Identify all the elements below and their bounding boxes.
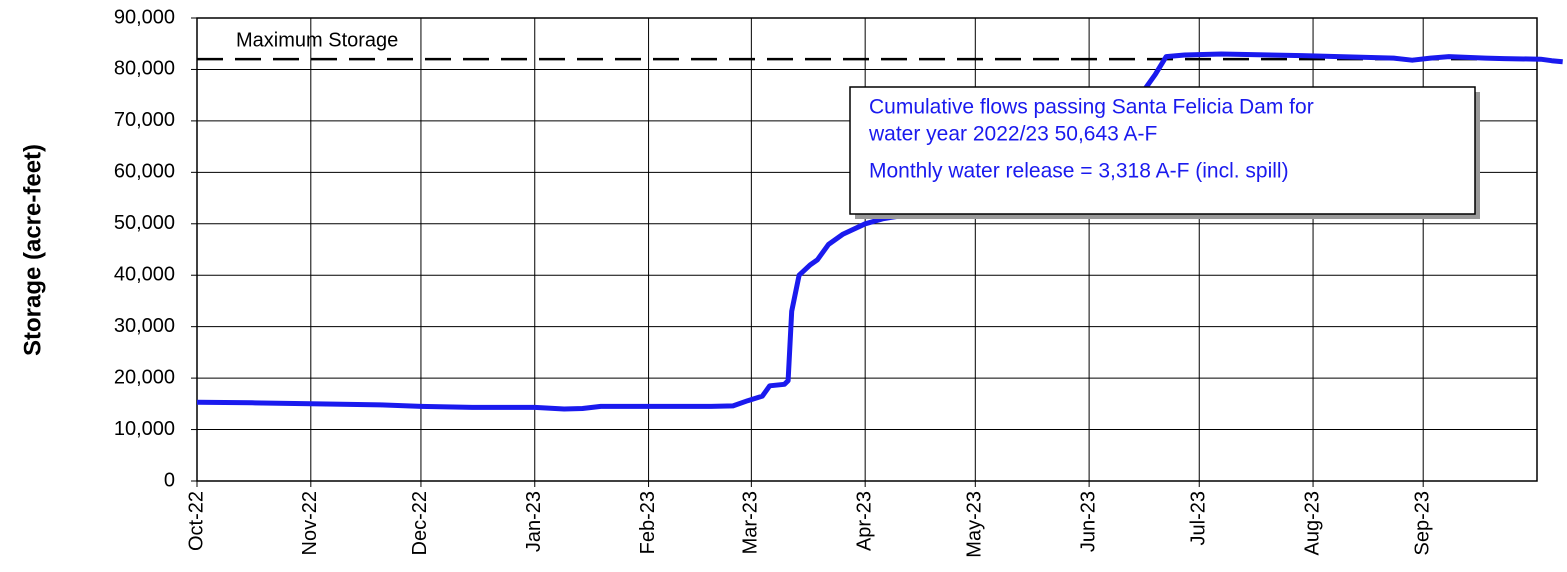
- y-axis-label: Storage (acre-feet): [19, 144, 46, 356]
- y-tick-label: 10,000: [114, 418, 175, 440]
- reference-label: Maximum Storage: [236, 29, 398, 51]
- y-tick-label: 80,000: [114, 58, 175, 80]
- x-tick-label: May-23: [964, 491, 986, 558]
- annotation-text: water year 2022/23 50,643 A-F: [868, 123, 1157, 146]
- y-tick-label: 60,000: [114, 161, 175, 183]
- x-tick-label: Dec-22: [409, 491, 431, 555]
- x-tick-label: Jun-23: [1077, 491, 1099, 552]
- y-tick-label: 70,000: [114, 109, 175, 131]
- annotation-text: Cumulative flows passing Santa Felicia D…: [869, 96, 1314, 119]
- y-tick-label: 0: [164, 469, 175, 491]
- x-tick-label: Mar-23: [740, 491, 762, 554]
- x-tick-label: Oct-22: [185, 491, 207, 551]
- y-tick-label: 90,000: [114, 6, 175, 28]
- x-tick-label: Feb-23: [637, 491, 659, 554]
- annotation-text: Monthly water release = 3,318 A-F (incl.…: [869, 160, 1289, 183]
- plot-frame: [196, 17, 1538, 482]
- y-tick-label: 50,000: [114, 212, 175, 234]
- annotation-box: [849, 86, 1476, 215]
- x-tick-label: Jan-23: [523, 491, 545, 552]
- y-tick-label: 40,000: [114, 264, 175, 286]
- x-tick-label: Sep-23: [1411, 491, 1433, 556]
- x-tick-label: Apr-23: [853, 491, 875, 551]
- y-tick-label: 20,000: [114, 366, 175, 388]
- x-tick-label: Nov-22: [299, 491, 321, 555]
- x-tick-label: Aug-23: [1301, 491, 1323, 556]
- y-tick-label: 30,000: [114, 315, 175, 337]
- x-tick-label: Jul-23: [1188, 491, 1210, 545]
